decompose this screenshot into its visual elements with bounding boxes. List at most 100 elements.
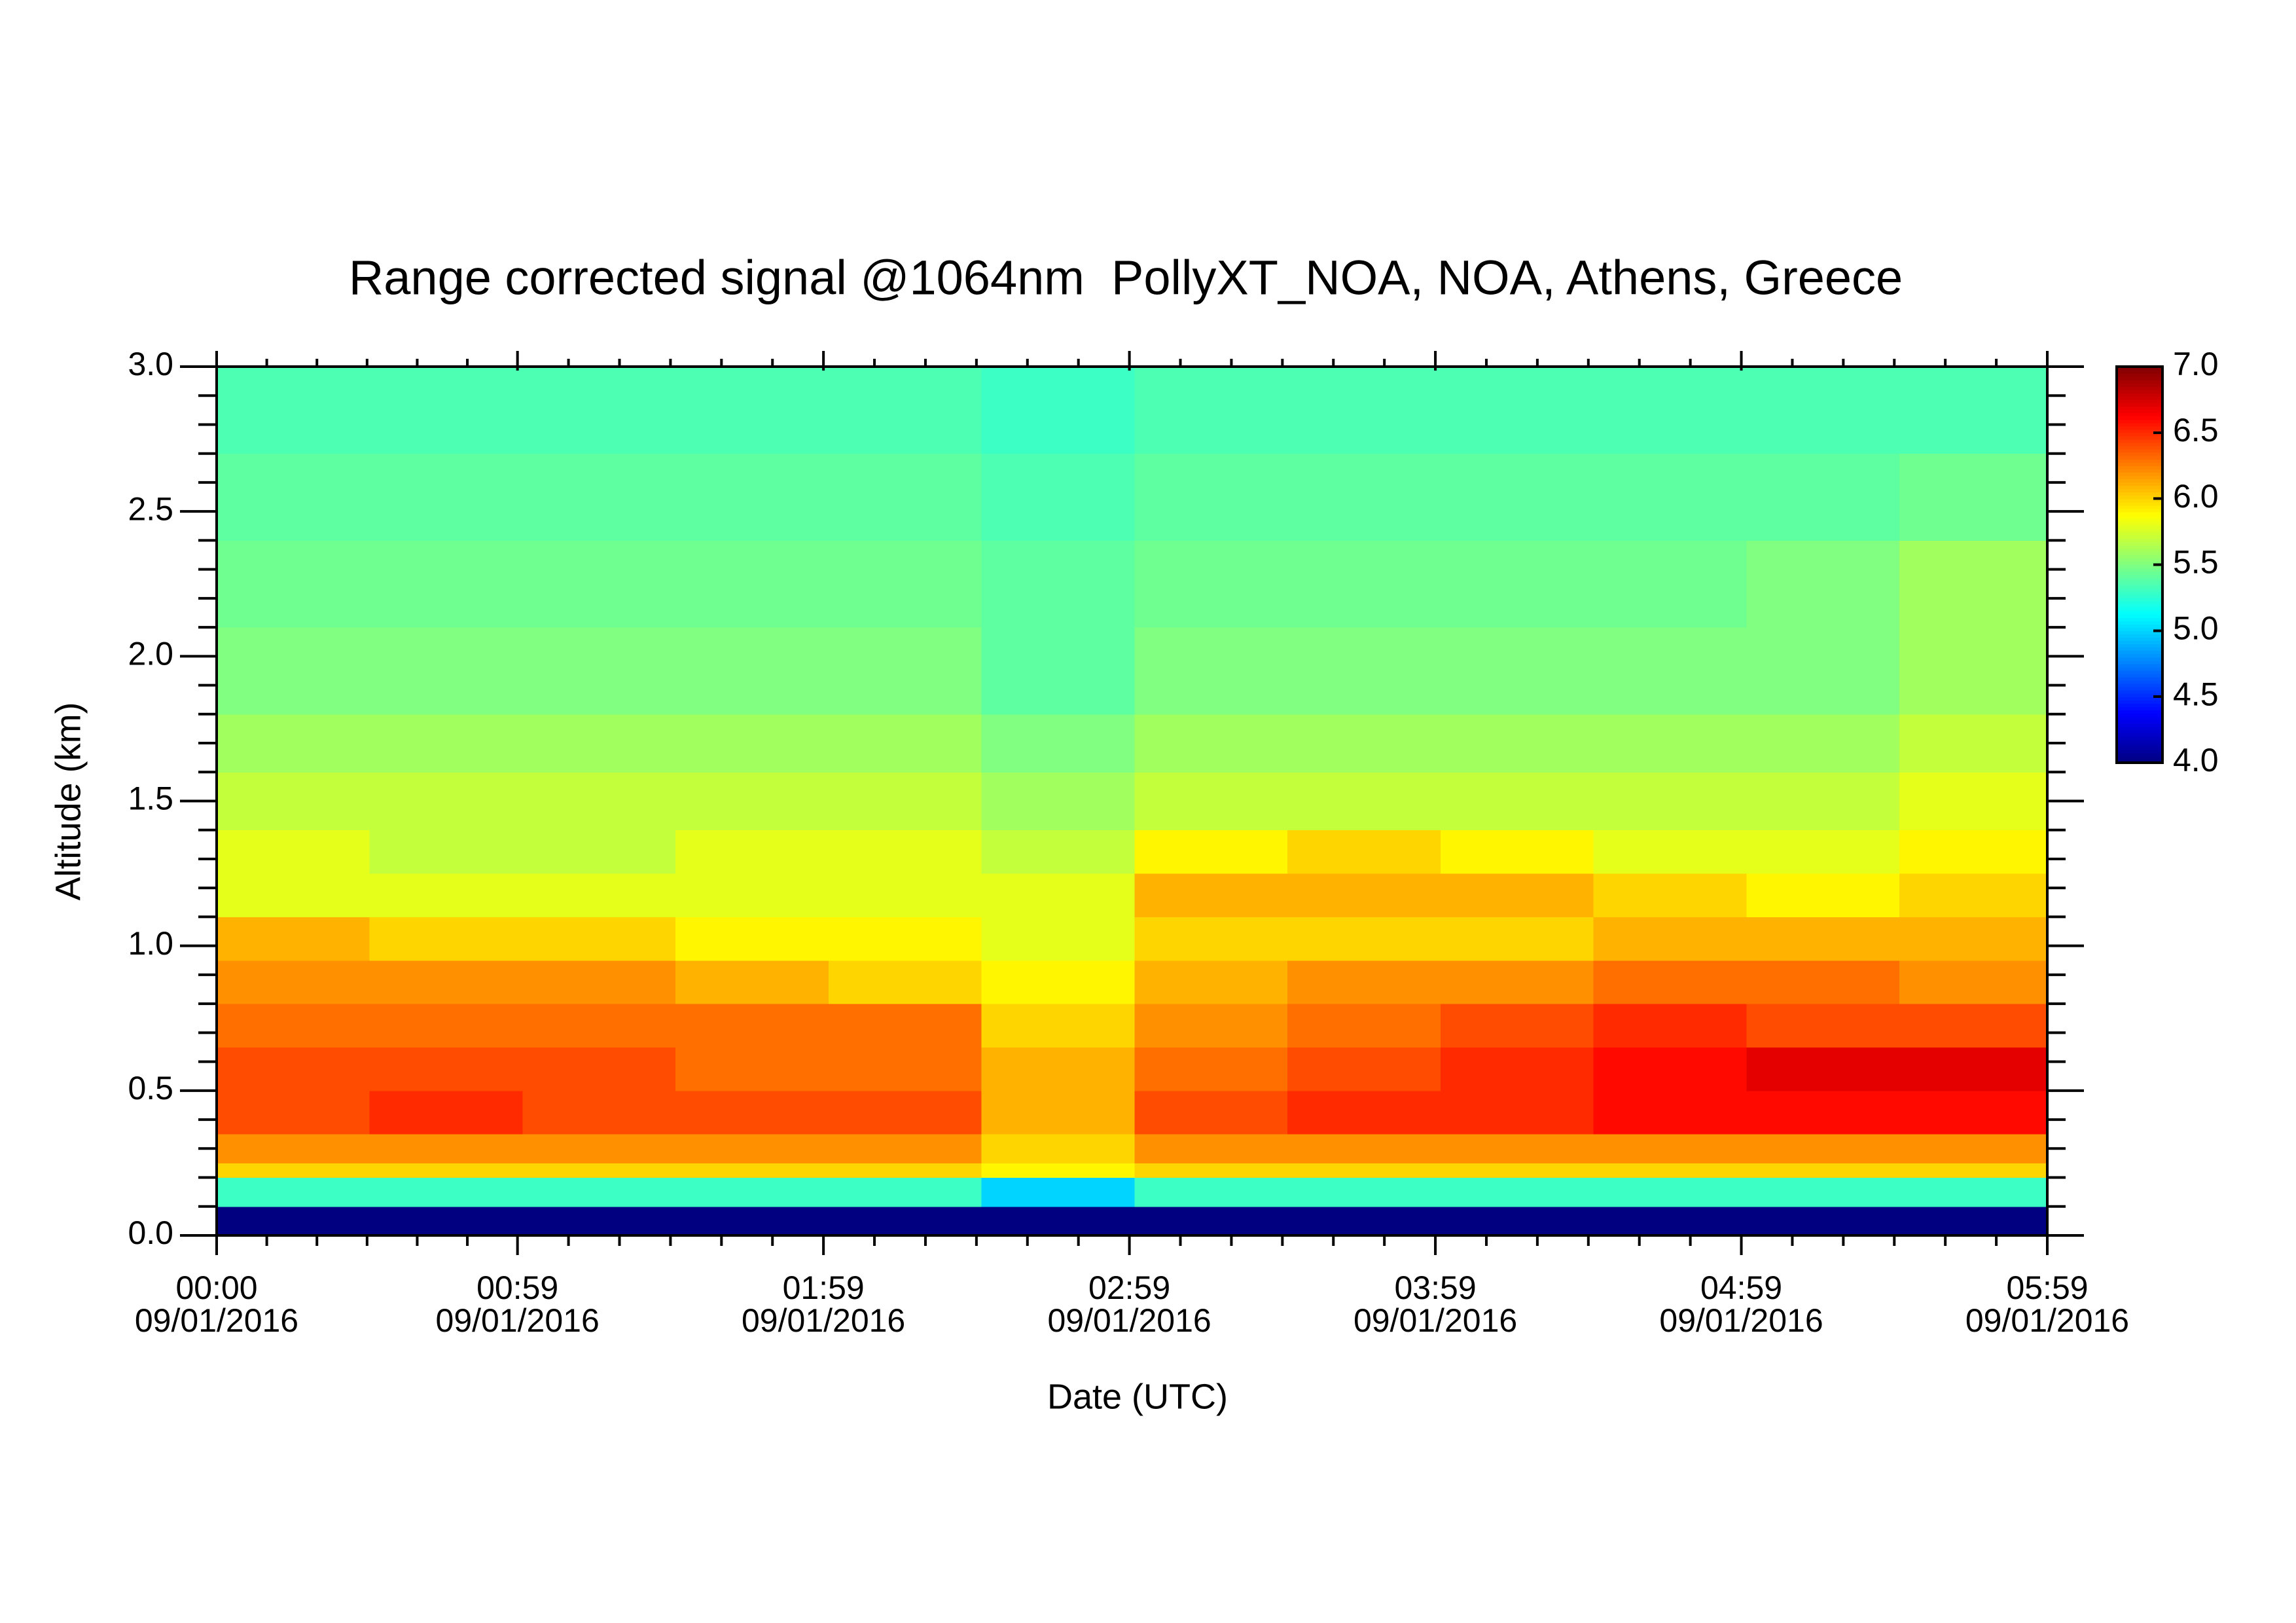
heatmap-cell xyxy=(1134,1163,1288,1178)
x-tick-date: 09/01/2016 xyxy=(742,1302,905,1339)
heatmap-cell xyxy=(1440,1047,1594,1091)
heatmap-cell xyxy=(1287,1177,1441,1207)
colorbar-step xyxy=(2117,449,2162,453)
x-tick-label: 01:59 xyxy=(783,1269,865,1306)
heatmap-cell xyxy=(1134,1134,1288,1163)
heatmap-cell xyxy=(369,960,523,1004)
colorbar-step xyxy=(2117,650,2162,655)
heatmap-cell xyxy=(1287,714,1441,773)
heatmap-cell xyxy=(522,1206,676,1236)
heatmap-cell xyxy=(828,367,982,454)
heatmap-cell xyxy=(1746,1163,1900,1178)
colorbar-step xyxy=(2117,511,2162,516)
colorbar-step xyxy=(2117,432,2162,437)
heatmap-cell xyxy=(675,917,829,961)
heatmap-cell xyxy=(981,960,1135,1004)
colorbar-step xyxy=(2117,409,2162,414)
heatmap-cell xyxy=(522,873,676,917)
y-tick-label: 1.0 xyxy=(128,925,173,962)
colorbar-step xyxy=(2117,521,2162,526)
heatmap-cell xyxy=(1593,367,1747,454)
heatmap-cell xyxy=(217,367,370,454)
heatmap-cell xyxy=(369,627,523,715)
colorbar-step xyxy=(2117,439,2162,443)
colorbar-step xyxy=(2117,403,2162,407)
x-tick-label: 04:59 xyxy=(1700,1269,1782,1306)
heatmap-cell xyxy=(1899,627,2048,715)
colorbar-step xyxy=(2117,485,2162,490)
heatmap-cell xyxy=(981,1177,1135,1207)
colorbar-step xyxy=(2117,412,2162,417)
heatmap-cell xyxy=(828,1163,982,1178)
heatmap-cell xyxy=(1593,540,1747,628)
colorbar-step xyxy=(2117,587,2162,592)
heatmap-cell xyxy=(1899,917,2048,961)
y-tick-label: 0.0 xyxy=(128,1214,173,1251)
colorbar-step xyxy=(2117,446,2162,450)
heatmap-cell xyxy=(675,1004,829,1048)
y-tick-label: 2.0 xyxy=(128,636,173,672)
heatmap-cell xyxy=(828,453,982,541)
colorbar-step xyxy=(2117,525,2162,529)
heatmap-cell xyxy=(1134,873,1288,917)
x-tick-date: 09/01/2016 xyxy=(135,1302,298,1339)
heatmap-cell xyxy=(369,1004,523,1048)
heatmap-cell xyxy=(981,627,1135,715)
colorbar-step xyxy=(2117,608,2162,611)
colorbar-step xyxy=(2117,713,2162,718)
x-tick-date: 09/01/2016 xyxy=(1354,1302,1517,1339)
colorbar-step xyxy=(2117,462,2162,466)
heatmap-cell xyxy=(217,772,370,831)
heatmap-cell xyxy=(369,1177,523,1207)
heatmap-cell xyxy=(675,830,829,874)
heatmap-cell xyxy=(369,772,523,831)
heatmap-cell xyxy=(522,540,676,628)
heatmap-cell xyxy=(828,1206,982,1236)
heatmap-cell xyxy=(1899,873,2048,917)
heatmap-cell xyxy=(675,1047,829,1091)
colorbar-step xyxy=(2117,380,2162,384)
heatmap-cell xyxy=(522,1090,676,1135)
colorbar-step xyxy=(2117,716,2162,721)
heatmap-cell xyxy=(1287,1047,1441,1091)
colorbar-step xyxy=(2117,558,2162,562)
heatmap-cell xyxy=(828,627,982,715)
heatmap-cell xyxy=(369,917,523,961)
heatmap-cell xyxy=(369,830,523,874)
heatmap-cell xyxy=(522,1177,676,1207)
heatmap-cell xyxy=(828,1134,982,1163)
colorbar-step xyxy=(2117,742,2162,747)
x-tick-date: 09/01/2016 xyxy=(436,1302,600,1339)
heatmap-cell xyxy=(981,1134,1135,1163)
heatmap-cell xyxy=(1440,1090,1594,1135)
heatmap-cell xyxy=(217,1004,370,1048)
colorbar-step xyxy=(2117,574,2162,579)
heatmap-cell xyxy=(1287,772,1441,831)
heatmap-cell xyxy=(1746,1004,1900,1048)
colorbar-step xyxy=(2117,733,2162,737)
colorbar-step xyxy=(2117,393,2162,397)
heatmap-cell xyxy=(1593,1047,1747,1091)
colorbar-step xyxy=(2117,673,2162,678)
heatmap-cell xyxy=(828,714,982,773)
heatmap-cell xyxy=(828,1004,982,1048)
heatmap-cell xyxy=(1440,960,1594,1004)
heatmap-cell xyxy=(981,540,1135,628)
heatmap-cell xyxy=(369,540,523,628)
colorbar-step xyxy=(2117,736,2162,740)
heatmap-cell xyxy=(1593,453,1747,541)
heatmap-cell xyxy=(369,873,523,917)
heatmap-cell xyxy=(1746,917,1900,961)
heatmap-cell xyxy=(1899,960,2048,1004)
heatmap-cell xyxy=(1134,627,1288,715)
colorbar-step xyxy=(2117,538,2162,542)
x-tick-label: 00:59 xyxy=(476,1269,558,1306)
colorbar-tick-label: 7.0 xyxy=(2173,346,2219,382)
x-tick-label: 02:59 xyxy=(1088,1269,1170,1306)
heatmap-cell xyxy=(1287,1090,1441,1135)
heatmap-cell xyxy=(981,1206,1135,1236)
colorbar-step xyxy=(2117,621,2162,625)
heatmap-cell xyxy=(1440,1206,1594,1236)
heatmap-cell xyxy=(369,1047,523,1091)
colorbar-tick-label: 6.5 xyxy=(2173,412,2219,448)
